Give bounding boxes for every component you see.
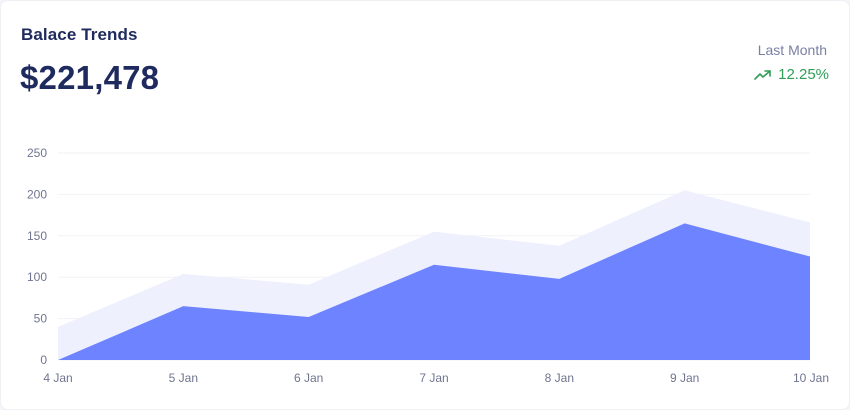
trend-percentage: 12.25%: [778, 66, 829, 83]
period-label: Last Month: [757, 42, 827, 58]
x-tick-label: 5 Jan: [169, 371, 198, 385]
y-tick-label: 250: [27, 146, 47, 160]
y-tick-label: 200: [27, 187, 47, 201]
y-tick-label: 150: [27, 229, 47, 243]
trend-indicator: 12.25%: [754, 66, 829, 83]
x-tick-label: 8 Jan: [545, 371, 574, 385]
x-tick-label: 4 Jan: [43, 371, 72, 385]
trending-up-icon: [754, 69, 772, 81]
card-title: Balace Trends: [21, 25, 138, 44]
x-tick-label: 10 Jan: [793, 371, 829, 385]
x-tick-label: 7 Jan: [419, 371, 448, 385]
x-tick-label: 6 Jan: [294, 371, 323, 385]
y-tick-label: 50: [34, 312, 48, 326]
y-tick-label: 100: [27, 270, 47, 284]
series-area-2: [58, 223, 810, 360]
y-tick-label: 0: [40, 353, 47, 367]
balance-amount: $221,478: [20, 59, 160, 96]
x-tick-label: 9 Jan: [670, 371, 699, 385]
